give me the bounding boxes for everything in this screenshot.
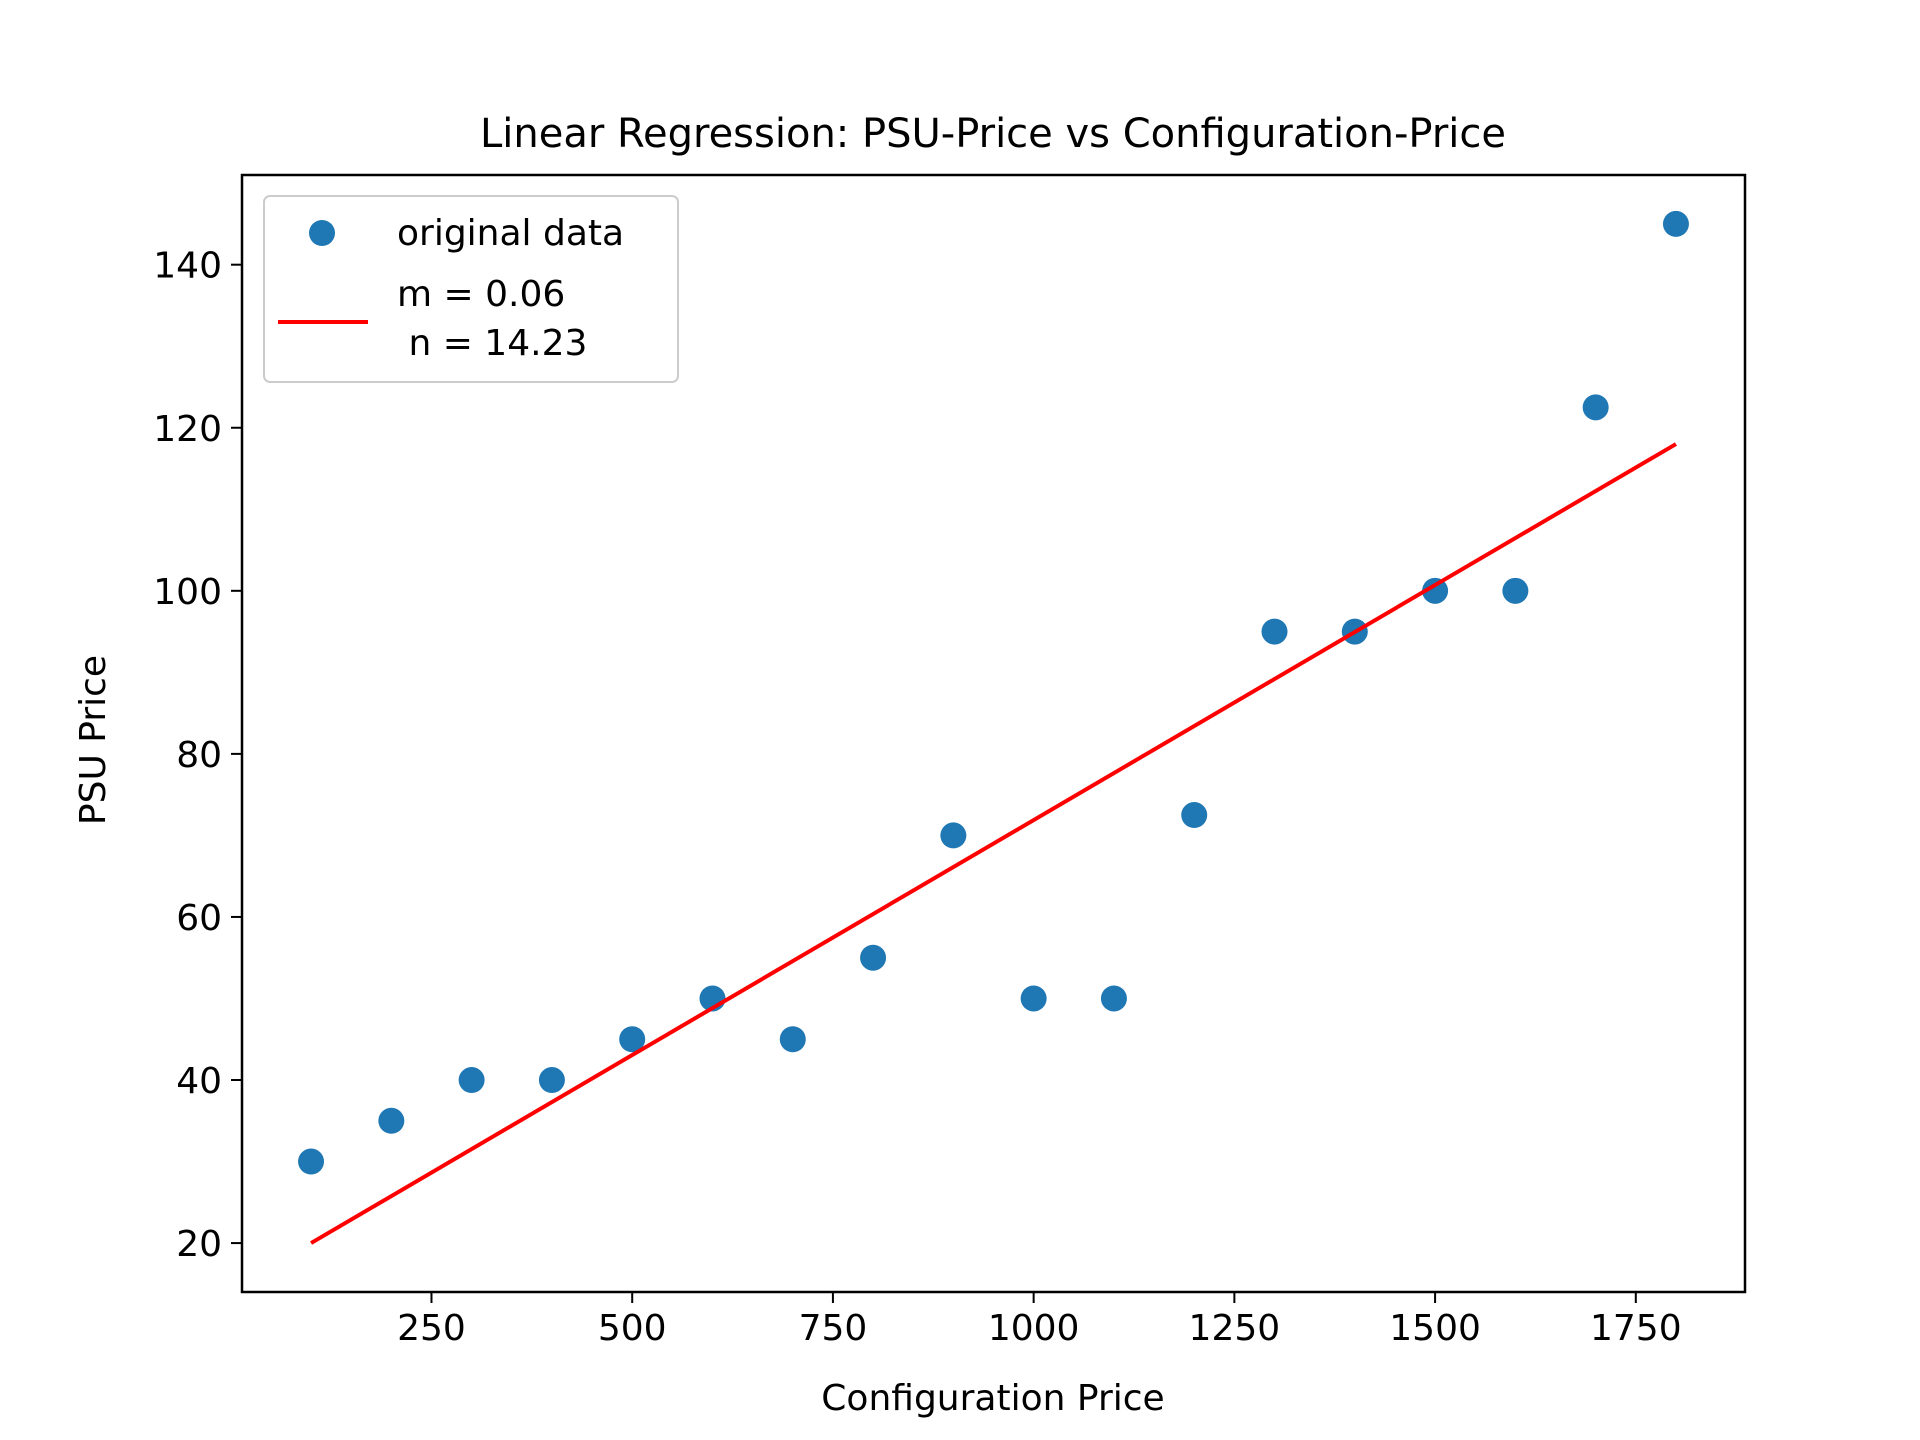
data-point bbox=[779, 1026, 806, 1053]
data-point bbox=[619, 1026, 646, 1053]
y-tick-label: 20 bbox=[176, 1224, 222, 1265]
y-axis-label: PSU Price bbox=[73, 655, 114, 825]
y-tick-label: 60 bbox=[176, 898, 222, 939]
x-tick-label: 1250 bbox=[1189, 1308, 1281, 1349]
legend: original data m = 0.06 n = 14.23 bbox=[263, 195, 679, 383]
x-tick-label: 500 bbox=[598, 1308, 667, 1349]
x-tick-label: 750 bbox=[799, 1308, 868, 1349]
y-tick-label: 80 bbox=[176, 735, 222, 776]
y-tick-label: 120 bbox=[153, 409, 222, 450]
legend-label-line-part: n = 14.23 bbox=[397, 323, 587, 364]
regression-line bbox=[310, 442, 1677, 1245]
chart-title: Linear Regression: PSU-Price vs Configur… bbox=[480, 111, 1506, 157]
data-point bbox=[1261, 618, 1288, 645]
plot-area: 250 500 750 1000 1250 1500 1750 20 40 60 80 100 120 1… bbox=[153, 173, 1747, 1349]
data-point bbox=[1662, 210, 1689, 237]
y-tick-label: 140 bbox=[153, 246, 222, 287]
axes-frame bbox=[240, 173, 1747, 1294]
data-point bbox=[940, 822, 967, 849]
data-point bbox=[1582, 394, 1609, 421]
x-tick-label: 1500 bbox=[1389, 1308, 1481, 1349]
x-tick-label: 1750 bbox=[1590, 1308, 1682, 1349]
legend-box bbox=[263, 195, 679, 383]
legend-marker-scatter bbox=[309, 220, 335, 246]
data-point bbox=[458, 1067, 485, 1094]
data-point bbox=[1422, 577, 1449, 604]
data-point bbox=[1502, 577, 1529, 604]
legend-label-line: m = 0.06 n = 14.23 bbox=[397, 274, 587, 364]
legend-label-scatter: original data bbox=[397, 213, 624, 254]
data-point bbox=[298, 1148, 325, 1175]
y-tick-label: 100 bbox=[153, 572, 222, 613]
data-point bbox=[1181, 802, 1208, 829]
x-tick-label: 1000 bbox=[988, 1308, 1080, 1349]
x-axis-label: Configuration Price bbox=[821, 1378, 1164, 1419]
data-point bbox=[378, 1107, 405, 1134]
y-tick-label: 40 bbox=[176, 1061, 222, 1102]
data-point bbox=[860, 944, 887, 971]
data-point bbox=[538, 1067, 565, 1094]
data-point bbox=[1100, 985, 1127, 1012]
legend-label-line-part: m = 0.06 bbox=[397, 274, 565, 315]
data-point bbox=[1020, 985, 1047, 1012]
x-tick-label: 250 bbox=[397, 1308, 466, 1349]
